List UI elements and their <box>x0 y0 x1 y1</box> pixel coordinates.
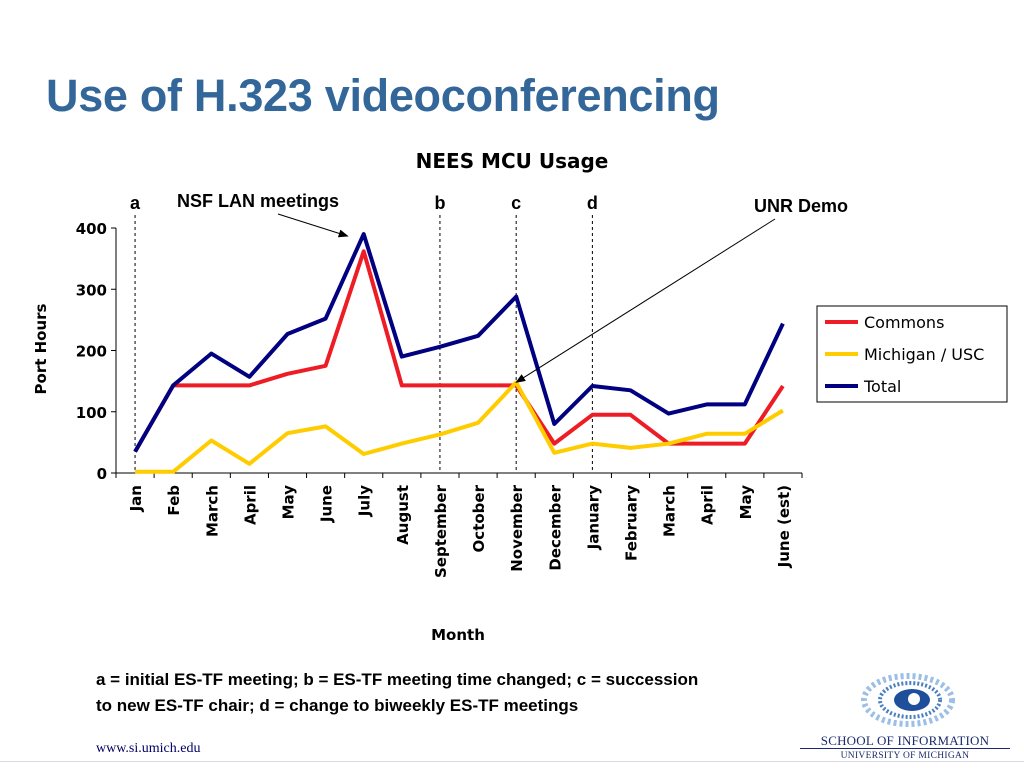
footer-url-link[interactable]: www.si.umich.edu <box>96 741 201 756</box>
annotation-arrow <box>515 218 776 383</box>
x-tick-label: May <box>280 485 298 520</box>
y-tick-label: 0 <box>97 465 107 483</box>
logo-school-name: SCHOOL OF INFORMATION <box>820 733 990 748</box>
x-tick-label: March <box>203 485 221 537</box>
event-marker-label: a <box>130 193 141 213</box>
legend-label: Michigan / USC <box>864 345 984 364</box>
event-marker-label: b <box>434 193 445 213</box>
annotation-arrow <box>277 213 349 238</box>
chart-caption: a = initial ES-TF meeting; b = ES-TF mee… <box>96 667 916 719</box>
series-line-michigan-usc <box>135 380 784 474</box>
chart-annotations: NSF LAN meetings UNR Demo <box>177 191 848 383</box>
x-tick-label: March <box>661 485 679 537</box>
x-tick-label: August <box>394 485 412 545</box>
annotation-label: UNR Demo <box>754 196 848 216</box>
event-marker-label: d <box>587 193 598 213</box>
x-tick-label: May <box>737 485 755 520</box>
x-tick-label: October <box>470 484 488 552</box>
series-line-commons <box>133 249 785 453</box>
school-logo-icon <box>861 673 955 727</box>
x-tick-label: January <box>584 485 602 551</box>
chart-legend: Commons Michigan / USC Total <box>816 305 1008 403</box>
x-tick-label: April <box>699 485 717 525</box>
y-tick-label: 200 <box>76 343 107 361</box>
event-marker-label: c <box>511 193 521 213</box>
x-tick-label: April <box>241 485 259 525</box>
slide-title: Use of H.323 videoconferencing <box>46 70 720 121</box>
logo-university-name: UNIVERSITY OF MICHIGAN <box>840 751 970 761</box>
x-tick-label: Feb <box>165 485 183 516</box>
event-markers: a b c d <box>130 193 598 473</box>
y-tick-label: 400 <box>76 220 107 238</box>
x-tick-label: November <box>508 484 526 571</box>
chart-series <box>133 232 785 474</box>
caption-line-2: to new ES-TF chair; d = change to biweek… <box>96 696 579 715</box>
x-tick-label: September <box>432 484 450 578</box>
x-tick-label: June <box>318 485 336 523</box>
chart-axes: 0 100 200 300 400 Jan Feb March April May June July… <box>76 220 803 578</box>
legend-label: Commons <box>864 313 944 332</box>
x-tick-label: Jan <box>127 485 145 512</box>
x-tick-label: December <box>546 484 564 570</box>
chart-title: NEES MCU Usage <box>416 149 609 173</box>
logo-divider <box>800 748 1010 749</box>
x-axis-label: Month <box>431 626 485 644</box>
x-tick-label: June (est) <box>775 485 793 568</box>
series-line-total <box>133 232 785 453</box>
y-tick-label: 300 <box>76 281 107 299</box>
caption-line-1: a = initial ES-TF meeting; b = ES-TF mee… <box>96 670 699 689</box>
y-axis-label: Port Hours <box>32 303 50 394</box>
legend-label: Total <box>863 377 901 396</box>
y-tick-label: 100 <box>76 404 107 422</box>
footer-divider <box>0 761 1024 762</box>
x-tick-label: July <box>356 485 374 517</box>
x-tick-label: February <box>623 485 641 561</box>
annotation-label: NSF LAN meetings <box>177 191 339 211</box>
